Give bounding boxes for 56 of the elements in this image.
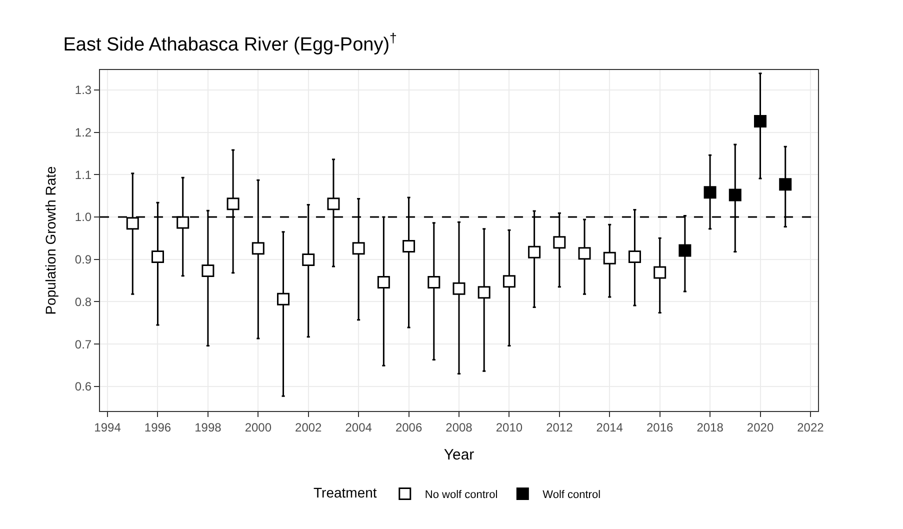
x-tick-label: 2016 — [646, 420, 674, 434]
point — [553, 236, 566, 249]
y-tick-label: 0.8 — [74, 294, 92, 309]
point — [377, 276, 390, 288]
chart-title: East Side Athabasca River (Egg-Pony)$^{†}$ — [63, 30, 397, 56]
x-tick-label: 2010 — [496, 420, 523, 434]
x-tick-label: 2014 — [596, 420, 624, 434]
point — [402, 240, 416, 252]
point — [478, 286, 490, 299]
x-tick-label: 2000 — [244, 420, 272, 434]
point — [678, 244, 692, 257]
point — [754, 115, 767, 128]
x-tick-label: 2018 — [696, 420, 724, 434]
x-tick-label: 1994 — [94, 420, 122, 434]
point — [452, 282, 466, 295]
point — [502, 275, 516, 288]
point — [704, 186, 716, 199]
x-axis-title: Year — [444, 446, 474, 464]
y-tick-label: 1.0 — [74, 210, 92, 224]
point — [126, 217, 139, 230]
legend-label: No wolf control — [424, 488, 498, 501]
y-tick-label: 0.6 — [74, 380, 92, 394]
point — [327, 198, 340, 210]
point — [428, 276, 440, 288]
y-tick-label: 1.2 — [74, 125, 92, 140]
x-tick-label: 2004 — [345, 420, 372, 434]
point — [578, 247, 591, 260]
x-tick-label: 1998 — [194, 420, 222, 434]
y-tick-label: 1.1 — [74, 168, 92, 182]
x-tick-label: 2012 — [546, 420, 574, 434]
y-tick-label: 0.9 — [74, 252, 92, 267]
point — [226, 198, 240, 210]
y-tick-label: 0.7 — [74, 337, 92, 352]
x-tick-label: 2020 — [746, 420, 774, 434]
legend-title: Treatment — [314, 484, 377, 500]
point — [728, 188, 742, 202]
point — [352, 242, 365, 255]
y-tick-label: 1.3 — [74, 83, 92, 98]
x-tick-label: 1996 — [144, 420, 172, 434]
point — [528, 246, 541, 258]
y-axis-title: Population Growth Rate — [42, 166, 59, 315]
point — [654, 266, 666, 279]
point — [151, 250, 164, 264]
point — [202, 264, 214, 278]
x-tick-label: 2022 — [797, 420, 824, 434]
point — [302, 254, 315, 266]
point — [603, 252, 616, 264]
x-tick-label: 2008 — [446, 420, 473, 434]
point — [252, 242, 264, 255]
point — [628, 250, 641, 264]
x-tick-label: 2002 — [295, 420, 322, 434]
x-tick-label: 2006 — [395, 420, 422, 434]
point — [176, 216, 190, 229]
point — [779, 178, 792, 191]
point — [277, 292, 290, 306]
legend-label: Wolf control — [542, 488, 601, 501]
